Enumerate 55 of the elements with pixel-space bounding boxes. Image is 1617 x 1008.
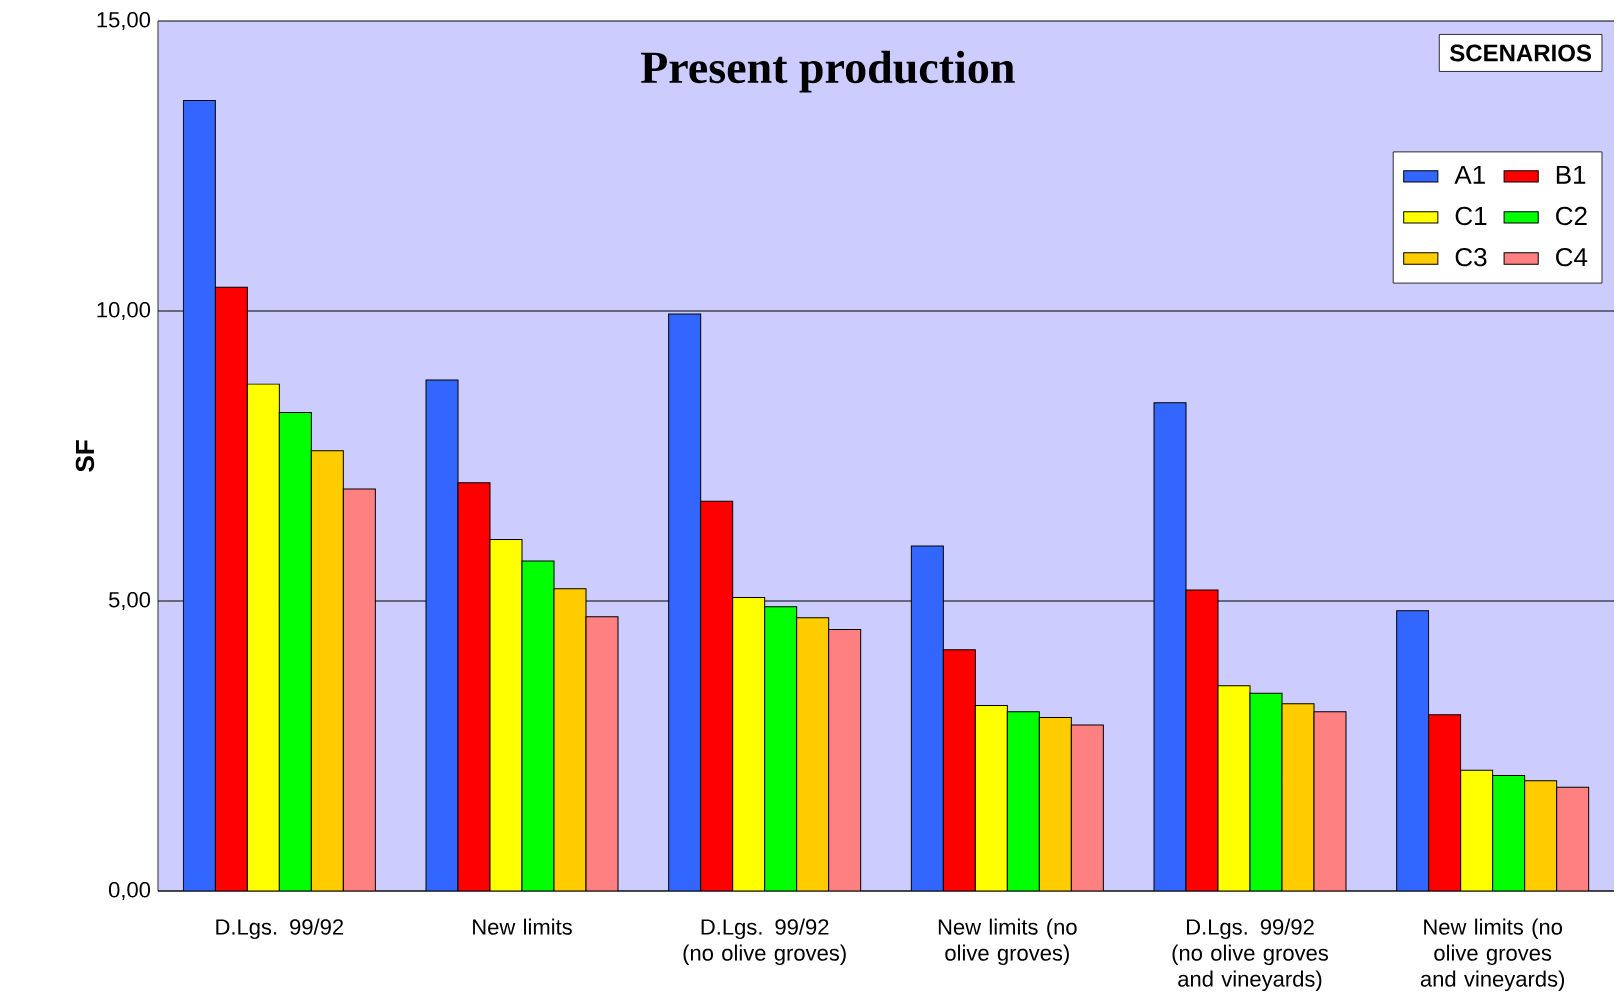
x-tick-label: New limits bbox=[473, 918, 572, 935]
legend-title: SCENARIOS bbox=[1449, 44, 1592, 62]
x-tick-label: New limits (no olive groves) bbox=[938, 918, 1077, 966]
bar bbox=[1038, 717, 1072, 891]
bar bbox=[1249, 692, 1283, 891]
bar bbox=[214, 286, 248, 891]
legend-label: C1 bbox=[1455, 206, 1487, 226]
bar bbox=[489, 539, 523, 891]
bar bbox=[310, 450, 344, 891]
x-tick-label: D.Lgs. 99/92 (no olive groves and vineyards) bbox=[1172, 918, 1329, 992]
legend-label: B1 bbox=[1556, 165, 1586, 184]
bar bbox=[246, 383, 280, 891]
bar bbox=[553, 588, 587, 891]
bar bbox=[1460, 769, 1494, 891]
y-tick-label: 15,00 bbox=[97, 11, 151, 31]
bar bbox=[585, 616, 619, 891]
legend-label: A1 bbox=[1454, 165, 1485, 184]
bar bbox=[1185, 589, 1219, 891]
bar bbox=[1281, 703, 1315, 891]
y-tick-label: 0,00 bbox=[108, 881, 151, 901]
bar bbox=[764, 606, 798, 891]
bar bbox=[1524, 780, 1558, 891]
bar bbox=[1070, 724, 1104, 891]
bar bbox=[182, 99, 216, 891]
bar bbox=[1396, 610, 1430, 891]
bar bbox=[1428, 714, 1462, 891]
bar bbox=[700, 500, 734, 891]
bar bbox=[828, 628, 862, 891]
bar bbox=[796, 617, 830, 891]
legend-label: C4 bbox=[1556, 247, 1588, 267]
bar bbox=[942, 649, 976, 891]
bar bbox=[732, 597, 766, 891]
y-axis-title: SF bbox=[75, 440, 95, 472]
bar bbox=[910, 545, 944, 891]
bar bbox=[1492, 775, 1526, 891]
bar bbox=[1217, 685, 1251, 891]
bar bbox=[974, 704, 1008, 891]
bar bbox=[457, 482, 491, 891]
bar bbox=[668, 313, 702, 891]
bar bbox=[1006, 711, 1040, 891]
x-tick-label: D.Lgs. 99/92 bbox=[216, 918, 344, 940]
bar bbox=[342, 488, 376, 891]
bar bbox=[278, 412, 312, 891]
x-tick-label: New limits (no olive groves and vineyards) bbox=[1420, 918, 1565, 992]
y-tick-label: 10,00 bbox=[97, 301, 151, 321]
x-tick-label: D.Lgs. 99/92 (no olive groves) bbox=[683, 918, 846, 966]
bar bbox=[1556, 786, 1590, 891]
bar bbox=[521, 560, 555, 891]
text: Present production bbox=[640, 50, 1015, 93]
bar bbox=[425, 379, 459, 891]
legend-label: C2 bbox=[1556, 206, 1587, 226]
legend-label: C3 bbox=[1455, 247, 1487, 267]
y-tick-label: 5,00 bbox=[109, 591, 151, 611]
bar bbox=[1153, 402, 1187, 891]
bar bbox=[1313, 711, 1347, 891]
